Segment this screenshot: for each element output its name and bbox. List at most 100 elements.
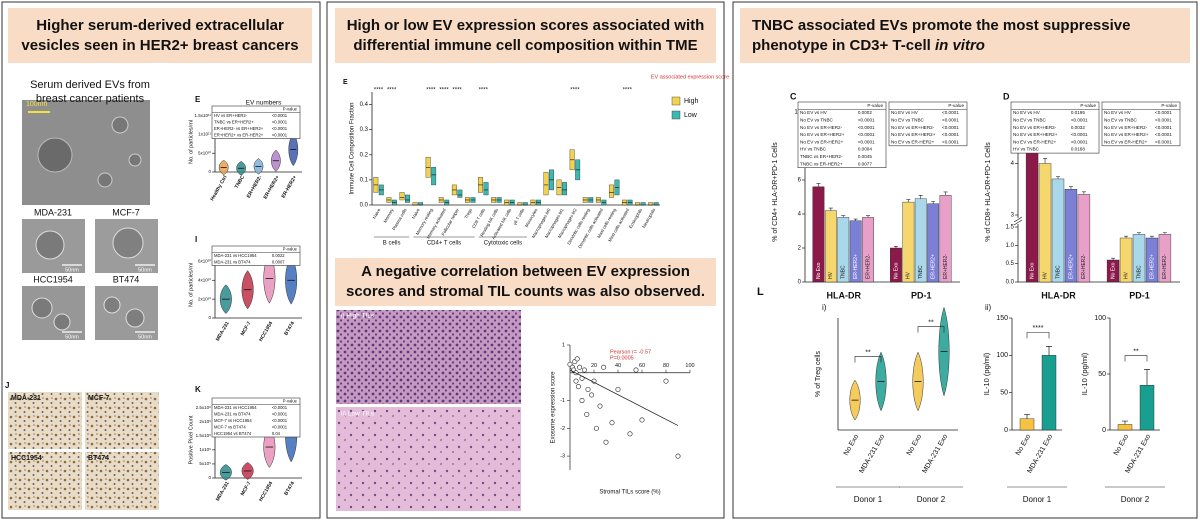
- image-label: HCC1954: [11, 455, 42, 462]
- annotation: P=0.0005: [610, 355, 634, 361]
- y-axis-label: Immune Cell Composition Fraction: [350, 102, 356, 194]
- table-cell: <0.0001: [1071, 139, 1088, 144]
- y-tick-label: 1.0: [1006, 243, 1015, 249]
- point: [593, 425, 599, 431]
- point: [585, 386, 591, 392]
- error-bar: [893, 246, 898, 248]
- bar-label: ER+HER2-: [1162, 254, 1168, 279]
- x-tick-label: 60: [639, 363, 645, 369]
- table-header: P-value: [1080, 103, 1096, 108]
- bar-label: HV: [1042, 271, 1048, 279]
- box: [562, 182, 568, 196]
- axis-break-mark: [1013, 216, 1023, 223]
- point: [601, 364, 607, 370]
- x-tick-label: MDA-231: [215, 480, 231, 502]
- significance: ****: [426, 88, 436, 94]
- significance: **: [928, 319, 934, 326]
- panel-letter: I: [195, 235, 197, 244]
- legend-title: EV associated expression score: [651, 74, 729, 80]
- x-tick-label: ER+HER2+: [263, 175, 281, 201]
- table-header: P-value: [283, 246, 298, 251]
- x-tick-label: MCF-7: [240, 320, 253, 336]
- table-cell: No EV vs ER-HER2-: [800, 125, 843, 130]
- y-tick-label: 100: [996, 352, 1008, 359]
- scale-bar-label: 50nm: [65, 334, 79, 340]
- table-header: P-value: [948, 103, 964, 108]
- significance: ****: [452, 88, 462, 94]
- table-cell: HV vs TNBC: [800, 147, 827, 152]
- table-cell: <0.0001: [942, 117, 959, 122]
- point: [639, 417, 645, 423]
- y-tick-label: 0.5: [1006, 261, 1015, 267]
- x-tick-label: MCF-7: [240, 480, 253, 496]
- donor-label: Donor 2: [1121, 495, 1150, 504]
- bar: [1038, 163, 1052, 283]
- panel-title: A negative correlation between EV expres…: [335, 258, 716, 306]
- table-cell: No EV vs ER+HER2+: [800, 132, 845, 137]
- y-tick-label: 0.4: [360, 102, 369, 108]
- bar: [824, 210, 837, 283]
- y-tick-label: 3: [1011, 213, 1015, 219]
- error-bar: [1111, 257, 1116, 260]
- y-tick-label: 4: [798, 212, 802, 218]
- table-cell: No EV vs ER+HER2-: [1104, 125, 1148, 130]
- pvalue-table: [1010, 101, 1100, 154]
- box: [522, 202, 528, 206]
- bar-label: No Exo: [816, 262, 822, 279]
- pvalue-table: [211, 245, 301, 266]
- box: [412, 202, 418, 206]
- y-tick-label: 100: [1094, 315, 1106, 322]
- legend-swatch: [671, 96, 681, 106]
- significance: ****: [439, 88, 449, 94]
- error-bar: [1137, 232, 1141, 235]
- y-tick-label: 150: [996, 315, 1008, 322]
- table-cell: No EV vs ER+HER2+: [891, 132, 936, 137]
- x-tick-label: 80: [663, 363, 669, 369]
- x-tick-label: BT474: [283, 480, 296, 496]
- y-tick-label: 5x10⁵: [199, 461, 211, 466]
- table-cell: <0.0001: [272, 113, 288, 118]
- box: [543, 172, 549, 196]
- cell-images: [22, 219, 158, 340]
- y-axis-label: % of CD8+ HLA-DR+PD-1 Cells: [985, 142, 992, 242]
- point: [627, 431, 633, 437]
- x-tick-label: MDA-231 Exo: [921, 433, 949, 474]
- bar-label: ER+HER2-: [1081, 254, 1087, 279]
- y-axis-label: No. of particles/ml: [188, 120, 194, 164]
- table-cell: MCF-7 vs HCC1954: [214, 418, 252, 423]
- box: [431, 167, 437, 186]
- bar-label: TNBC: [1136, 265, 1142, 279]
- box: [399, 192, 405, 201]
- y-axis-label: IL-10 (pg/ml): [1080, 352, 1089, 395]
- table-cell: <0.0001: [1155, 110, 1172, 115]
- significance: ****: [479, 88, 489, 94]
- panel-title: High or low EV expression scores associa…: [335, 8, 716, 63]
- table-cell: TNBC vs ER+HER2+: [214, 119, 254, 124]
- group-label: PD-1: [1129, 290, 1150, 300]
- panel-letter: K: [195, 385, 201, 394]
- table-cell: 0.0168: [1071, 147, 1085, 152]
- group-label: B cells: [383, 241, 401, 247]
- table-cell: <0.0001: [942, 139, 959, 144]
- table-cell: No EV vs ER+HER2-: [1013, 125, 1057, 130]
- panel-letter: J: [5, 381, 9, 390]
- pvalue-table: [211, 105, 301, 139]
- em-image: [22, 100, 150, 205]
- bar-label: ER-HER2+: [1068, 254, 1074, 279]
- y-tick-label: 2.5x10⁶: [196, 405, 212, 410]
- table-header: P-value: [283, 106, 298, 111]
- panel-letter: D: [1003, 91, 1010, 101]
- bar-label: HV: [906, 271, 912, 279]
- point: [579, 398, 585, 404]
- point: [663, 378, 669, 384]
- scale-bar-label: 50nm: [138, 334, 152, 340]
- table-cell: No EV vs HV: [891, 110, 919, 115]
- y-tick-label: 1x10⁶: [199, 447, 211, 452]
- x-tick-label: Healthy Ctrl: [209, 174, 229, 202]
- table-cell: <0.0001: [272, 119, 288, 124]
- table-cell: <0.0001: [272, 418, 288, 423]
- y-tick-label: 2x10⁶: [199, 419, 211, 424]
- error-bar: [853, 218, 858, 221]
- panel-letter: E: [343, 79, 348, 86]
- table-cell: No EV vs TNBC: [800, 117, 834, 122]
